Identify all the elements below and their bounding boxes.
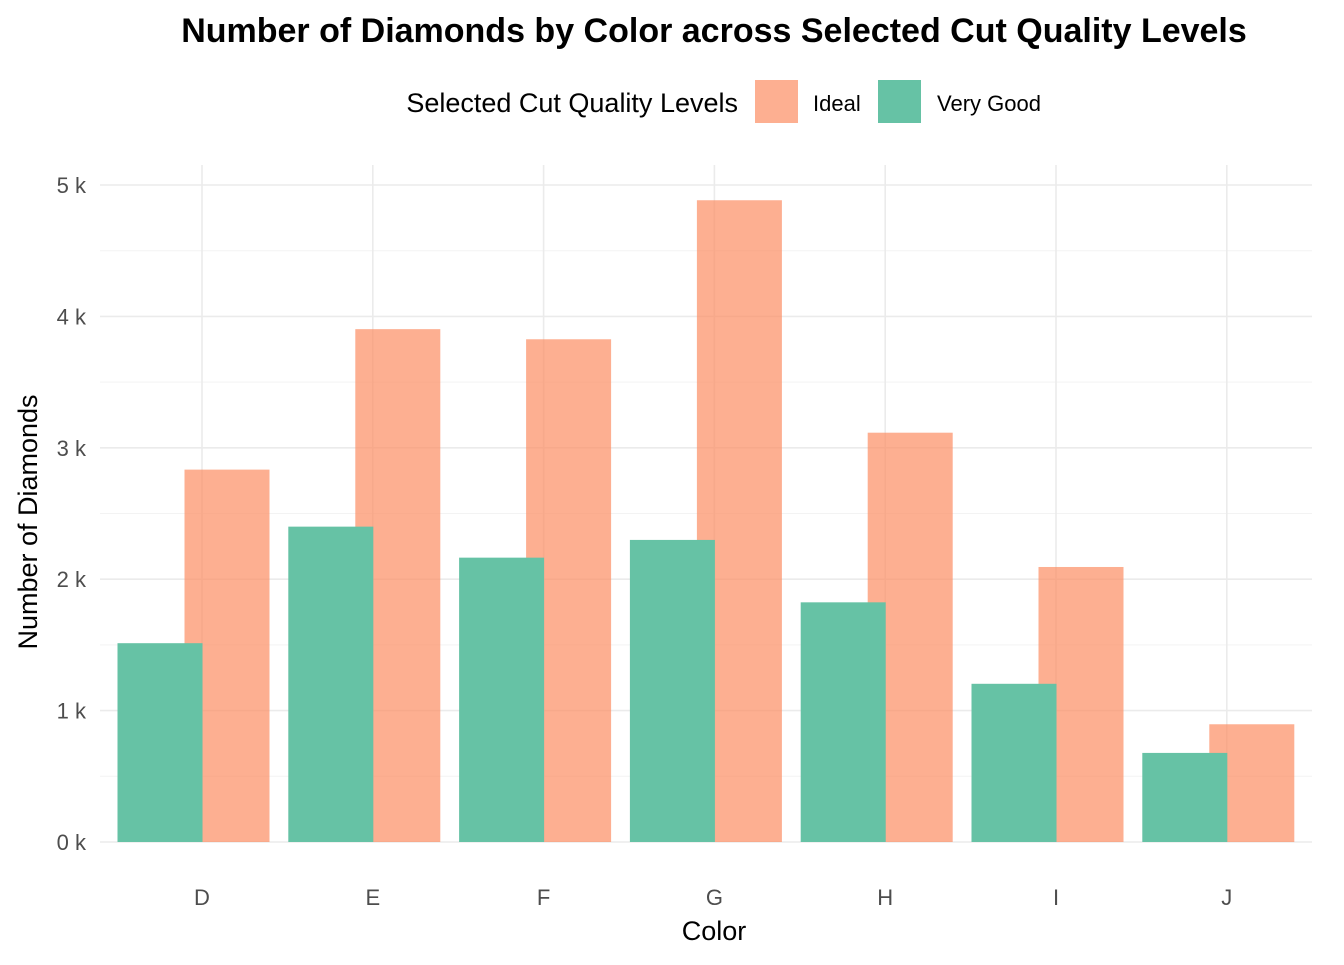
x-axis: D E F G H I J xyxy=(194,885,1232,910)
bar-very-good-i xyxy=(971,683,1057,842)
y-tick-label: 3 k xyxy=(57,436,87,461)
legend-label: Ideal xyxy=(813,91,861,116)
y-tick-label: 4 k xyxy=(57,304,87,329)
chart-title: Number of Diamonds by Color across Selec… xyxy=(181,12,1247,50)
y-tick-label: 2 k xyxy=(57,567,87,592)
legend: Selected Cut Quality Levels Ideal Very Go… xyxy=(406,80,1041,123)
bars xyxy=(117,200,1295,842)
x-axis-title: Color xyxy=(682,916,747,946)
legend-title: Selected Cut Quality Levels xyxy=(406,88,738,118)
legend-key xyxy=(878,80,921,123)
legend-item-ideal: Ideal xyxy=(755,80,861,123)
series-very-good xyxy=(117,526,1228,842)
bar-very-good-g xyxy=(629,539,715,842)
x-tick-label: I xyxy=(1053,885,1059,910)
bar-very-good-j xyxy=(1142,752,1228,842)
x-tick-label: J xyxy=(1221,885,1232,910)
bar-very-good-e xyxy=(288,526,374,842)
x-tick-label: F xyxy=(537,885,550,910)
y-tick-label: 1 k xyxy=(57,699,87,724)
legend-label: Very Good xyxy=(937,91,1041,116)
x-tick-label: G xyxy=(706,885,723,910)
y-tick-label: 5 k xyxy=(57,173,87,198)
x-tick-label: D xyxy=(194,885,210,910)
legend-key xyxy=(755,80,798,123)
y-axis-title: Number of Diamonds xyxy=(13,394,43,649)
legend-item-very-good: Very Good xyxy=(878,80,1041,123)
y-axis: 0 k 1 k 2 k 3 k 4 k 5 k xyxy=(57,173,87,855)
legend-items: Ideal Very Good xyxy=(755,80,1041,123)
bar-very-good-d xyxy=(117,643,203,842)
bar-very-good-f xyxy=(459,557,545,842)
x-tick-label: E xyxy=(365,885,380,910)
y-tick-label: 0 k xyxy=(57,830,87,855)
bar-very-good-h xyxy=(800,602,886,842)
x-tick-label: H xyxy=(877,885,893,910)
